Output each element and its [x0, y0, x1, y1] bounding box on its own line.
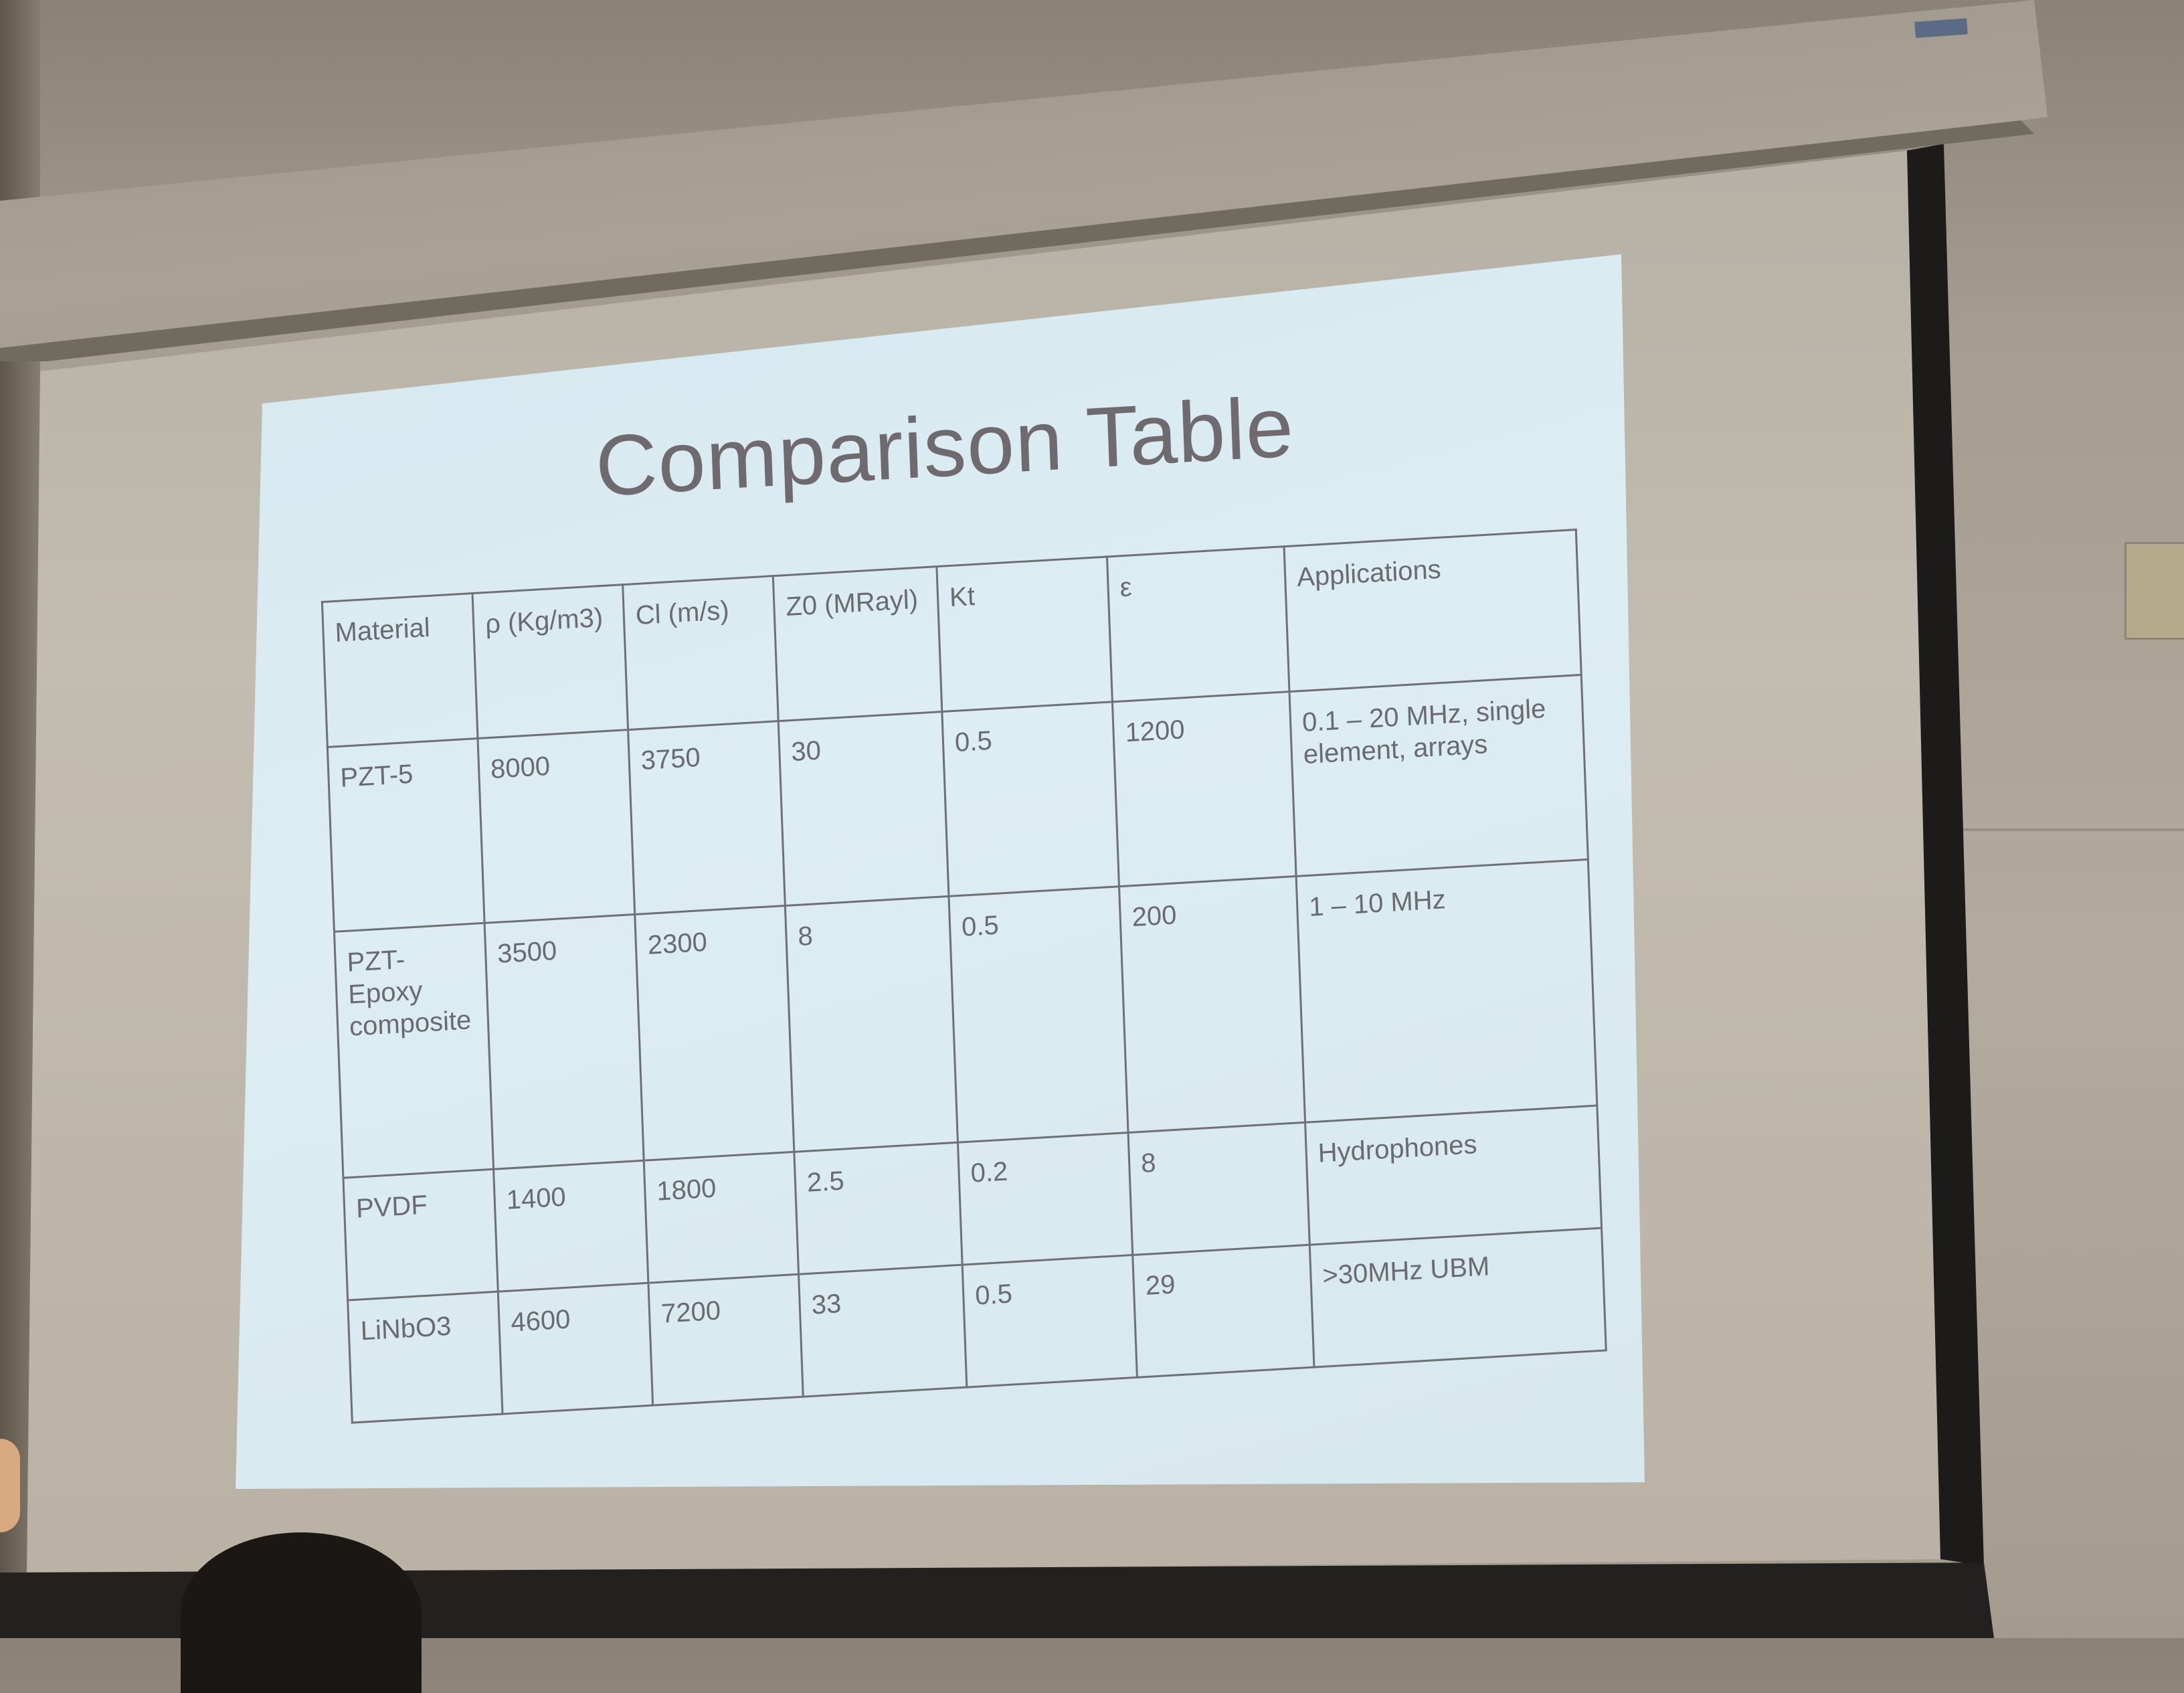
table-cell: LiNbO3 [347, 1291, 503, 1423]
table-cell: >30MHz UBM [1309, 1227, 1607, 1368]
table-cell: 3750 [628, 721, 786, 915]
comparison-table: Material ρ (Kg/m3) Cl (m/s) Z0 (MRayl) K… [321, 529, 1607, 1424]
table-cell: 2300 [634, 905, 794, 1161]
table-cell: 2.5 [794, 1142, 963, 1275]
header-cell: ρ (Kg/m3) [472, 584, 628, 739]
table-cell: PZT-Epoxy composite [334, 923, 494, 1178]
table-cell: 1 – 10 MHz [1296, 859, 1597, 1123]
wall-bracket [2124, 542, 2184, 640]
table-cell: PZT-5 [327, 738, 485, 931]
table-cell: 8 [785, 896, 958, 1152]
table-cell: 29 [1132, 1245, 1314, 1378]
table-cell: 1400 [493, 1160, 648, 1292]
header-cell: Kt [936, 556, 1113, 712]
projected-slide [236, 254, 1645, 1489]
table-cell: 3500 [484, 914, 644, 1169]
header-cell: Z0 (MRayl) [773, 566, 942, 721]
table-cell: 0.5 [962, 1255, 1138, 1388]
table-cell: 200 [1119, 876, 1305, 1133]
table-cell: 33 [798, 1265, 967, 1397]
table-cell: 7200 [648, 1274, 804, 1406]
header-cell: Material [322, 593, 478, 747]
table-cell: PVDF [343, 1168, 498, 1300]
table-cell: 8 [1127, 1122, 1310, 1255]
table-cell: 0.2 [958, 1132, 1133, 1265]
table-cell: 0.5 [941, 701, 1119, 897]
wall-seam [1961, 828, 2184, 831]
table-cell: 8000 [477, 729, 635, 923]
table-cell: 30 [778, 711, 949, 906]
slide-content: Comparison Table Material ρ (Kg/m3) Cl (… [294, 347, 1627, 1425]
audience-head [181, 1532, 422, 1693]
table-cell: 1200 [1112, 691, 1297, 887]
table-cell: 0.5 [948, 886, 1128, 1142]
table-cell: 0.1 – 20 MHz, single element, arrays [1289, 675, 1588, 877]
header-cell: Cl (m/s) [622, 575, 779, 730]
audience-hand [0, 1439, 20, 1532]
table-cell: Hydrophones [1305, 1105, 1602, 1245]
table-cell: 4600 [498, 1283, 653, 1415]
table-cell: 1800 [644, 1152, 799, 1283]
header-cell: Applications [1284, 529, 1582, 692]
header-cell: ε [1107, 546, 1289, 702]
